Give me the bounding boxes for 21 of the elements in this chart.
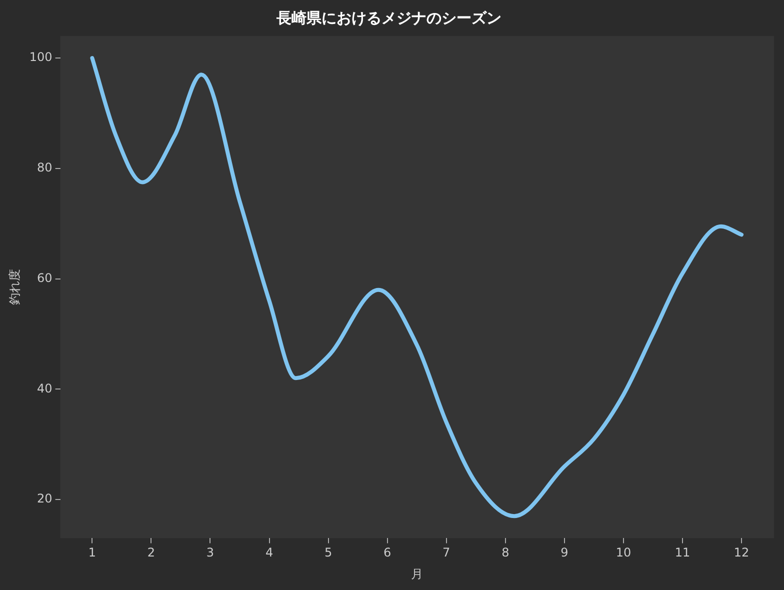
x-tick-label: 9	[560, 546, 568, 560]
x-tick-label: 4	[265, 546, 274, 560]
x-tick-label: 7	[442, 546, 450, 560]
y-tick-label: 80	[37, 160, 52, 175]
y-tick-label: 40	[37, 381, 52, 396]
x-tick-label: 1	[88, 546, 96, 560]
y-tick-label: 100	[29, 50, 52, 64]
line-series	[90, 56, 744, 518]
chart-title: 長崎県におけるメジナのシーズン	[276, 8, 502, 27]
x-axis-title: 月	[411, 566, 424, 581]
y-axis-title: 釣れ度	[7, 269, 22, 306]
y-tick-label: 60	[37, 270, 52, 285]
x-tick-label: 6	[384, 546, 392, 560]
x-tick-label: 3	[206, 546, 214, 560]
x-tick-label: 12	[734, 546, 750, 560]
y-tick-label: 20	[37, 492, 52, 506]
x-tick-label: 5	[324, 546, 332, 560]
x-tick-label: 10	[616, 546, 632, 560]
x-tick-label: 2	[147, 546, 156, 560]
x-tick-label: 8	[502, 546, 510, 560]
x-tick-label: 11	[674, 546, 690, 560]
